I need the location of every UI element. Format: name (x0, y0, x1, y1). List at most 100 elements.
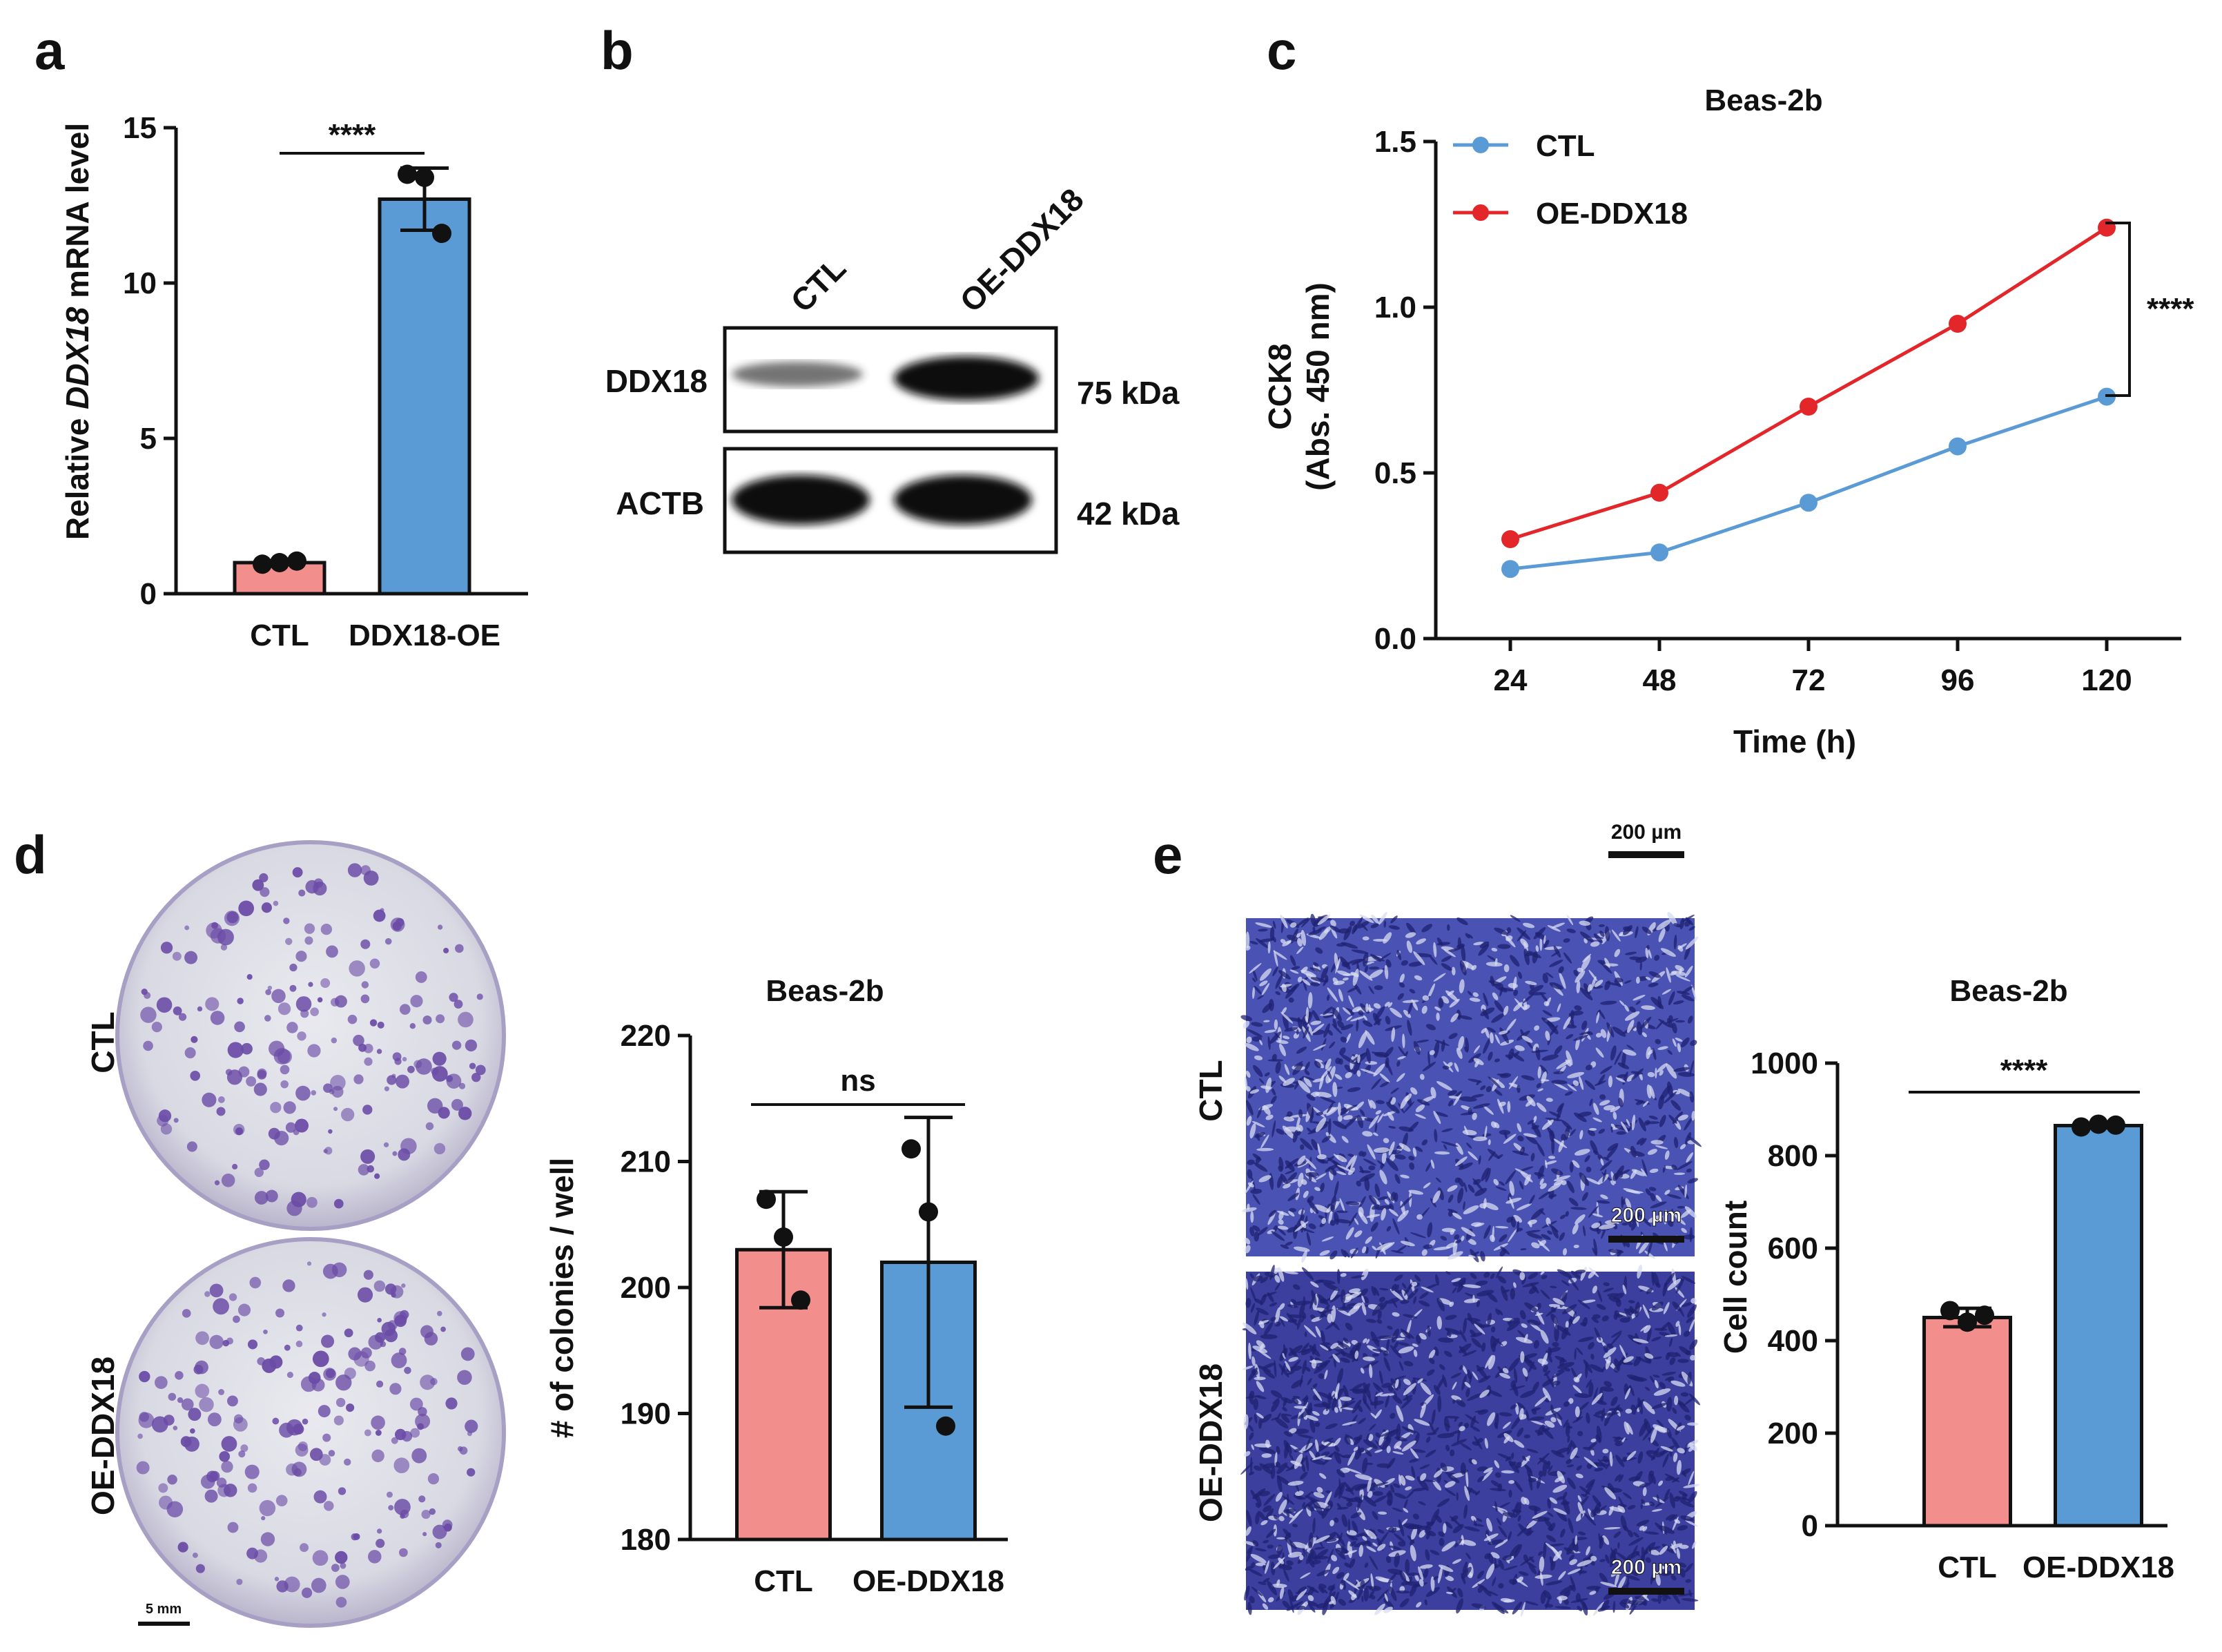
transwell-cell (1471, 1338, 1482, 1348)
colony-spot (280, 1065, 290, 1075)
transwell-cell (1344, 1065, 1354, 1073)
transwell-cell (1573, 1034, 1589, 1041)
transwell-cell (1508, 1048, 1514, 1060)
transwell-cell (1418, 1566, 1424, 1581)
panel-e-y-tick-label: 1000 (1751, 1047, 1818, 1080)
transwell-cell (1246, 1116, 1252, 1126)
transwell-cell (1488, 1139, 1491, 1145)
transwell-cell (1530, 1283, 1539, 1294)
colony-spot (331, 1564, 340, 1572)
transwell-cell (1261, 982, 1270, 995)
transwell-cell (1390, 1154, 1396, 1162)
transwell-cell (1276, 1579, 1280, 1586)
transwell-cell (1688, 1319, 1695, 1332)
transwell-cell (1334, 1452, 1342, 1464)
transwell-cell (1260, 1414, 1272, 1423)
transwell-cell (1471, 1426, 1481, 1432)
transwell-cell (1591, 1317, 1599, 1323)
transwell-cell (1253, 1398, 1258, 1410)
colony-spot (184, 1436, 199, 1452)
transwell-cell (1630, 1569, 1638, 1576)
transwell-cell (1672, 1516, 1679, 1531)
transwell-cell (1399, 1474, 1401, 1486)
transwell-cell (1599, 1000, 1617, 1005)
transwell-cell (1590, 976, 1597, 991)
transwell-cell (1329, 925, 1341, 933)
transwell-cell (1619, 1169, 1630, 1176)
transwell-cell (1638, 1117, 1646, 1131)
transwell-cell (1416, 1334, 1421, 1344)
colony-spot (373, 909, 386, 922)
transwell-cell (1681, 1302, 1693, 1308)
transwell-cell (1314, 1403, 1329, 1408)
transwell-cell (1578, 1401, 1589, 1412)
transwell-cell (1561, 1280, 1570, 1286)
transwell-cell (1397, 1209, 1409, 1222)
transwell-cell (1618, 1098, 1624, 1107)
transwell-cell (1364, 965, 1368, 973)
transwell-cell (1595, 1410, 1604, 1415)
transwell-cell (1398, 1541, 1406, 1547)
colony-spot (204, 1291, 211, 1297)
transwell-cell (1487, 1591, 1499, 1596)
transwell-cell (1492, 1079, 1499, 1091)
panel-letter-c: c (1267, 20, 1296, 81)
transwell-cell (1640, 1502, 1644, 1510)
transwell-cell (1329, 1250, 1338, 1260)
transwell-cell (1400, 1475, 1406, 1486)
transwell-cell (1532, 1510, 1548, 1519)
colony-spot (190, 1428, 195, 1434)
transwell-cell (1600, 1386, 1614, 1392)
colony-spot (338, 1487, 347, 1495)
colony-spot (333, 1198, 344, 1209)
transwell-cell (1244, 1042, 1259, 1051)
colony-spot (400, 1513, 405, 1519)
transwell-cell (1446, 1331, 1452, 1337)
transwell-cell (1345, 1227, 1354, 1240)
transwell-cell (1245, 1298, 1251, 1308)
transwell-cell (1330, 920, 1336, 927)
transwell-cell (1243, 1414, 1249, 1430)
transwell-cell (1465, 1470, 1469, 1488)
transwell-cell (1564, 1091, 1573, 1096)
transwell-cell (1626, 1575, 1640, 1581)
transwell-cell (1456, 1492, 1459, 1502)
transwell-cell (1377, 1528, 1385, 1534)
transwell-cell (1494, 927, 1508, 935)
transwell-cell (1272, 936, 1276, 942)
transwell-cell (1410, 1232, 1427, 1238)
panel-c-data-point-oe (1650, 483, 1668, 502)
transwell-cell (1256, 1340, 1266, 1348)
transwell-cell (1381, 1437, 1392, 1450)
transwell-cell (1508, 1227, 1518, 1243)
transwell-cell (1254, 1055, 1263, 1060)
transwell-cell (1338, 1115, 1343, 1122)
transwell-cell (1247, 1203, 1250, 1210)
transwell-cell (1307, 1378, 1312, 1386)
transwell-cell (1372, 1510, 1378, 1520)
panel-d-y-tick-label: 190 (621, 1397, 671, 1431)
transwell-cell (1456, 1280, 1466, 1293)
transwell-cell (1561, 1120, 1572, 1130)
transwell-cell (1582, 1446, 1595, 1451)
transwell-cell (1245, 931, 1250, 949)
transwell-cell (1683, 1484, 1700, 1488)
transwell-cell (1366, 1433, 1370, 1441)
transwell-cell (1249, 1273, 1254, 1279)
transwell-cell (1372, 1245, 1377, 1251)
transwell-cell (1432, 1480, 1442, 1491)
transwell-cell (1628, 1217, 1632, 1227)
transwell-cell (1579, 931, 1595, 943)
transwell-cell (1483, 1198, 1487, 1209)
transwell-cell (1462, 1350, 1477, 1357)
transwell-cell (1684, 945, 1691, 960)
transwell-cell (1287, 1481, 1304, 1486)
transwell-cell (1362, 1131, 1373, 1137)
transwell-cell (1542, 1388, 1551, 1401)
transwell-cell (1661, 1571, 1673, 1577)
transwell-cell (1490, 1335, 1497, 1352)
transwell-cell (1492, 1577, 1497, 1586)
transwell-cell (1371, 1285, 1376, 1296)
transwell-cell (1586, 1463, 1592, 1469)
transwell-cell (1434, 1274, 1439, 1286)
